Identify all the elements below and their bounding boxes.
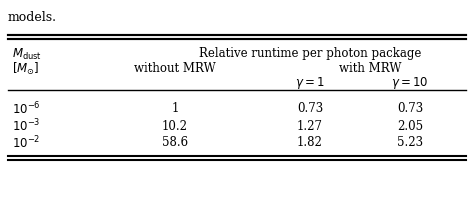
Text: 1: 1 <box>171 102 179 115</box>
Text: 58.6: 58.6 <box>162 136 188 149</box>
Text: Relative runtime per photon package: Relative runtime per photon package <box>199 47 421 60</box>
Text: without MRW: without MRW <box>134 62 216 75</box>
Text: $10^{-3}$: $10^{-3}$ <box>12 117 40 134</box>
Text: 0.73: 0.73 <box>397 102 423 115</box>
Text: $\gamma = 1$: $\gamma = 1$ <box>295 75 325 91</box>
Text: $10^{-6}$: $10^{-6}$ <box>12 100 41 117</box>
Text: models.: models. <box>8 11 57 24</box>
Text: with MRW: with MRW <box>339 62 401 75</box>
Text: 0.73: 0.73 <box>297 102 323 115</box>
Text: $M_{\rm dust}$: $M_{\rm dust}$ <box>12 46 42 61</box>
Text: 5.23: 5.23 <box>397 136 423 149</box>
Text: $\gamma = 10$: $\gamma = 10$ <box>391 75 429 91</box>
Text: 1.27: 1.27 <box>297 119 323 132</box>
Text: 2.05: 2.05 <box>397 119 423 132</box>
Text: $10^{-2}$: $10^{-2}$ <box>12 134 40 151</box>
Text: $[M_{\odot}]$: $[M_{\odot}]$ <box>12 61 39 77</box>
Text: 1.82: 1.82 <box>297 136 323 149</box>
Text: 10.2: 10.2 <box>162 119 188 132</box>
